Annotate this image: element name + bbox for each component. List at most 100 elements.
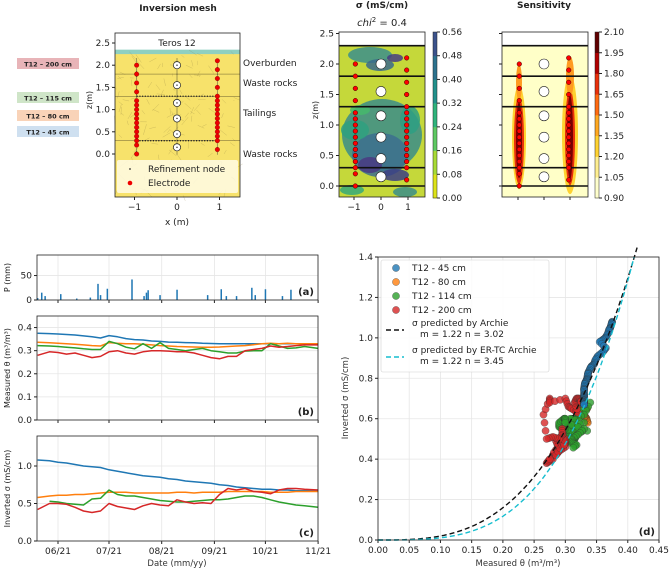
sensor-center xyxy=(176,133,178,135)
electrode-marker xyxy=(214,133,220,139)
legend-box xyxy=(117,160,238,193)
y-tick-label: 50 xyxy=(21,272,33,282)
x-axis-label: x (m) xyxy=(165,218,189,228)
electrode-marker xyxy=(134,142,140,148)
legend-box xyxy=(380,259,550,373)
series-line-t12-80cm xyxy=(37,341,319,348)
mesh-edge xyxy=(163,126,171,133)
colorbar-tick-label: 0.08 xyxy=(442,170,462,180)
colorbar-tick-label: 1.95 xyxy=(604,49,624,59)
mesh-edge xyxy=(166,113,175,118)
electrode-marker xyxy=(352,183,358,189)
x-tick-label: 1 xyxy=(405,203,411,213)
x-tick-label: −1 xyxy=(347,203,360,213)
scatter-panel: 0.00 0.05 0.10 0.15 0.20 0.25 0.30 0.35 0.40 0.45… xyxy=(341,247,669,569)
x-tick-label: 06/21 xyxy=(45,547,71,557)
y-tick-label: 0.0 xyxy=(320,182,335,192)
x-tick-label: 0.40 xyxy=(618,546,638,556)
electrode-marker xyxy=(134,107,140,113)
x-tick-label: 0.05 xyxy=(399,546,419,556)
electrode-marker xyxy=(404,110,410,116)
electrode-marker xyxy=(566,134,572,140)
precipitation-panel: 0 50 (a) P (mm) xyxy=(3,254,319,306)
scatter-point xyxy=(542,435,551,443)
y-tick-label: 0.0 xyxy=(18,416,33,426)
mesh-edge xyxy=(146,98,150,105)
mesh-edge xyxy=(129,51,137,60)
electrode-marker xyxy=(214,107,220,113)
electrode-marker xyxy=(566,128,572,134)
legend-label: T12 - 45 cm xyxy=(411,264,466,274)
precipitation-bar xyxy=(44,296,46,300)
colorbar-tick-label: 0.24 xyxy=(442,123,462,133)
mesh-edge xyxy=(117,77,124,79)
y-tick-label: 0.4 xyxy=(359,455,374,465)
sensor-center xyxy=(176,146,178,149)
electrode-marker xyxy=(214,147,220,153)
electrode-marker xyxy=(404,128,410,134)
scatter-point xyxy=(541,427,550,435)
colorbar-tick-label: 2.10 xyxy=(604,28,624,38)
electrode-marker xyxy=(214,98,220,104)
mesh-panel: Teros 12 Refinement node Electrode 0.0 0.5 1.… xyxy=(17,32,298,228)
mesh-edge xyxy=(171,111,174,118)
mesh-edge xyxy=(133,147,139,153)
electrode-marker xyxy=(352,85,358,91)
electrode-marker xyxy=(134,71,140,77)
mesh-edge xyxy=(151,143,159,145)
sensor-marker xyxy=(375,110,387,122)
legend-marker xyxy=(392,306,400,314)
mesh-edge xyxy=(136,61,145,69)
y-axis-label: z(m) xyxy=(85,91,94,109)
mesh-edge xyxy=(141,110,145,115)
series-line-t12-200cm xyxy=(37,487,319,514)
mesh-edge xyxy=(168,147,173,155)
legend-marker xyxy=(392,292,400,300)
electrode-marker xyxy=(516,140,522,146)
electrode-marker xyxy=(214,124,220,130)
electrode-marker xyxy=(214,76,220,81)
mesh-edge xyxy=(122,99,130,102)
electrode-marker xyxy=(516,171,522,177)
sensitivity-panel: 0.90 1.05 1.20 1.35 1.50 1.65 1.80 1.95 2.10 xyxy=(499,28,624,204)
precipitation-bar xyxy=(143,296,145,300)
mesh-edge xyxy=(169,107,171,115)
y-tick-label: 0.3 xyxy=(18,347,32,357)
y-tick-label: 0.8 xyxy=(359,374,374,384)
mesh-edge xyxy=(131,79,133,87)
sensor-center xyxy=(176,84,178,86)
legend-label: T12 - 114 cm xyxy=(411,292,472,302)
legend-marker xyxy=(392,264,400,272)
colorbar-segment xyxy=(433,55,437,80)
precipitation-bar xyxy=(36,298,39,300)
colorbar-tick-label: 0.40 xyxy=(442,75,462,85)
electrode-marker xyxy=(404,152,410,159)
electrode-marker xyxy=(352,98,358,104)
electrode-marker xyxy=(134,102,140,108)
mesh-edge xyxy=(229,142,235,147)
y-axis-label: Inverted σ (mS/cm) xyxy=(341,357,351,440)
mesh-edge xyxy=(130,97,139,100)
legend-label: T12 - 80 cm xyxy=(411,278,466,288)
y-tick-label: 1.5 xyxy=(96,83,110,93)
air-region xyxy=(339,32,425,46)
colorbar-tick-label: 0.56 xyxy=(442,28,462,38)
electrode-marker xyxy=(566,55,572,61)
mesh-edge xyxy=(181,55,185,58)
sensor-tag-bg xyxy=(17,110,79,121)
colorbar-segment xyxy=(595,177,599,199)
mesh-edge xyxy=(135,54,142,63)
legend-marker xyxy=(392,278,400,286)
sensor-marker xyxy=(375,153,387,164)
legend-label: σ predicted by Archie xyxy=(412,319,509,329)
electrode-marker xyxy=(566,140,572,146)
mesh-edge xyxy=(196,109,201,115)
mesh-edge xyxy=(185,65,193,69)
conductivity-patch xyxy=(393,187,417,197)
axes-frame xyxy=(36,254,319,301)
legend-params: m = 1.22 n = 3.02 xyxy=(420,330,504,340)
sensor-tag-bg xyxy=(17,126,79,137)
y-tick-label: 0.6 xyxy=(359,415,374,425)
conductivity-patch xyxy=(358,157,382,173)
electrode-marker xyxy=(352,116,358,122)
